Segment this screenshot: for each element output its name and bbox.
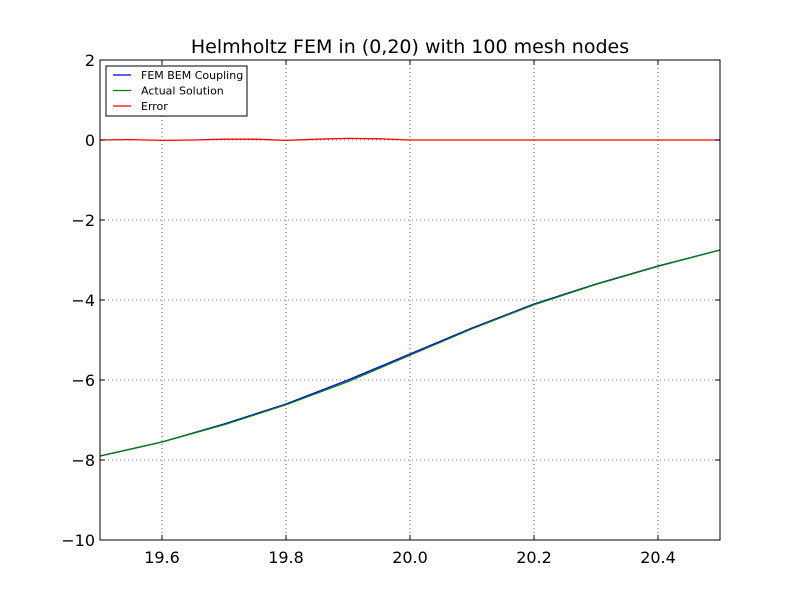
series-layer — [99, 137, 721, 457]
x-tick-label: 20.0 — [392, 548, 428, 567]
tick-layer: 19.6 19.8 20.0 20.2 20.4 2 0 −2 −4 −6 −8 −10 — [61, 51, 720, 567]
y-tick-label: −10 — [61, 531, 95, 550]
chart-title: Helmholtz FEM in (0,20) with 100 mesh no… — [191, 36, 629, 58]
x-tick-label: 20.4 — [640, 548, 676, 567]
legend-entry-label: Actual Solution — [141, 85, 224, 98]
x-tick-label: 20.2 — [516, 548, 552, 567]
y-tick-label: −8 — [71, 451, 95, 470]
y-tick-label: 0 — [85, 131, 95, 150]
y-tick-label: 2 — [85, 51, 95, 70]
series-line-error — [99, 137, 720, 142]
y-tick-label: −4 — [71, 291, 95, 310]
legend-entry-label: FEM BEM Coupling — [141, 69, 243, 82]
x-tick-label: 19.8 — [268, 548, 304, 567]
y-tick-label: −6 — [71, 371, 95, 390]
x-tick-label: 19.6 — [144, 548, 180, 567]
series-line-actual-solution — [99, 249, 721, 457]
y-tick-label: −2 — [71, 211, 95, 230]
legend-entry-label: Error — [141, 100, 168, 113]
legend: FEM BEM Coupling Actual Solution Error — [105, 65, 248, 117]
